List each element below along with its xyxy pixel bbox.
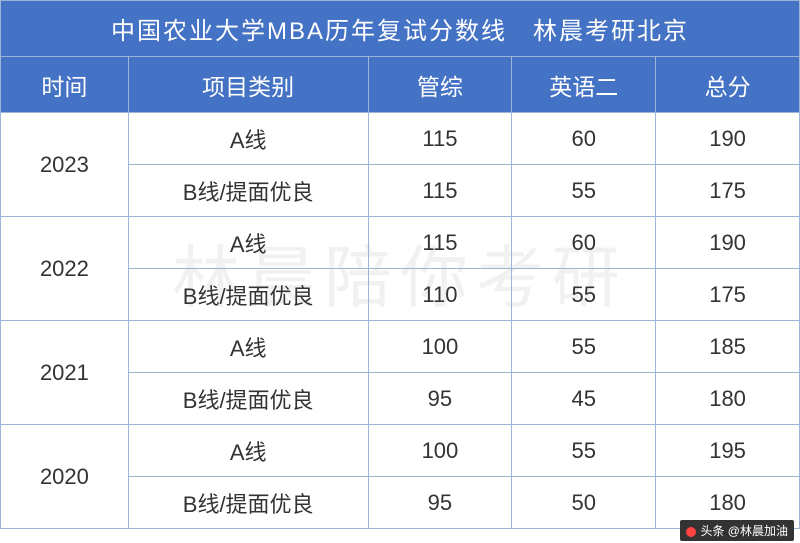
category-cell: A线 xyxy=(128,321,368,373)
col-header-english2: 英语二 xyxy=(512,57,656,113)
english2-cell: 55 xyxy=(512,165,656,217)
score-table-container: 中国农业大学MBA历年复试分数线 林晨考研北京 时间 项目类别 管综 英语二 总… xyxy=(0,0,800,529)
table-header-row: 时间 项目类别 管综 英语二 总分 xyxy=(1,57,800,113)
total-cell: 185 xyxy=(656,321,800,373)
guanzong-cell: 95 xyxy=(368,373,512,425)
guanzong-cell: 115 xyxy=(368,165,512,217)
total-cell: 190 xyxy=(656,217,800,269)
english2-cell: 55 xyxy=(512,269,656,321)
total-cell: 190 xyxy=(656,113,800,165)
category-cell: B线/提面优良 xyxy=(128,269,368,321)
guanzong-cell: 115 xyxy=(368,217,512,269)
english2-cell: 55 xyxy=(512,425,656,477)
english2-cell: 60 xyxy=(512,113,656,165)
year-cell: 2023 xyxy=(1,113,129,217)
english2-cell: 45 xyxy=(512,373,656,425)
total-cell: 195 xyxy=(656,425,800,477)
table-row: 2022 A线 115 60 190 xyxy=(1,217,800,269)
year-cell: 2020 xyxy=(1,425,129,529)
table-row: 2021 A线 100 55 185 xyxy=(1,321,800,373)
english2-cell: 50 xyxy=(512,477,656,529)
col-header-category: 项目类别 xyxy=(128,57,368,113)
source-tag: 头条 @林晨加油 xyxy=(680,520,794,541)
guanzong-cell: 115 xyxy=(368,113,512,165)
table-row: 2023 A线 115 60 190 xyxy=(1,113,800,165)
col-header-year: 时间 xyxy=(1,57,129,113)
english2-cell: 55 xyxy=(512,321,656,373)
category-cell: B线/提面优良 xyxy=(128,165,368,217)
total-cell: 180 xyxy=(656,373,800,425)
year-cell: 2022 xyxy=(1,217,129,321)
table-title-row: 中国农业大学MBA历年复试分数线 林晨考研北京 xyxy=(1,1,800,57)
guanzong-cell: 100 xyxy=(368,321,512,373)
guanzong-cell: 100 xyxy=(368,425,512,477)
category-cell: A线 xyxy=(128,113,368,165)
table-row: 2020 A线 100 55 195 xyxy=(1,425,800,477)
category-cell: A线 xyxy=(128,217,368,269)
english2-cell: 60 xyxy=(512,217,656,269)
guanzong-cell: 95 xyxy=(368,477,512,529)
total-cell: 175 xyxy=(656,165,800,217)
total-cell: 175 xyxy=(656,269,800,321)
table-title: 中国农业大学MBA历年复试分数线 林晨考研北京 xyxy=(1,1,800,57)
category-cell: B线/提面优良 xyxy=(128,477,368,529)
category-cell: A线 xyxy=(128,425,368,477)
category-cell: B线/提面优良 xyxy=(128,373,368,425)
col-header-guanzong: 管综 xyxy=(368,57,512,113)
score-table: 中国农业大学MBA历年复试分数线 林晨考研北京 时间 项目类别 管综 英语二 总… xyxy=(0,0,800,529)
col-header-total: 总分 xyxy=(656,57,800,113)
guanzong-cell: 110 xyxy=(368,269,512,321)
year-cell: 2021 xyxy=(1,321,129,425)
